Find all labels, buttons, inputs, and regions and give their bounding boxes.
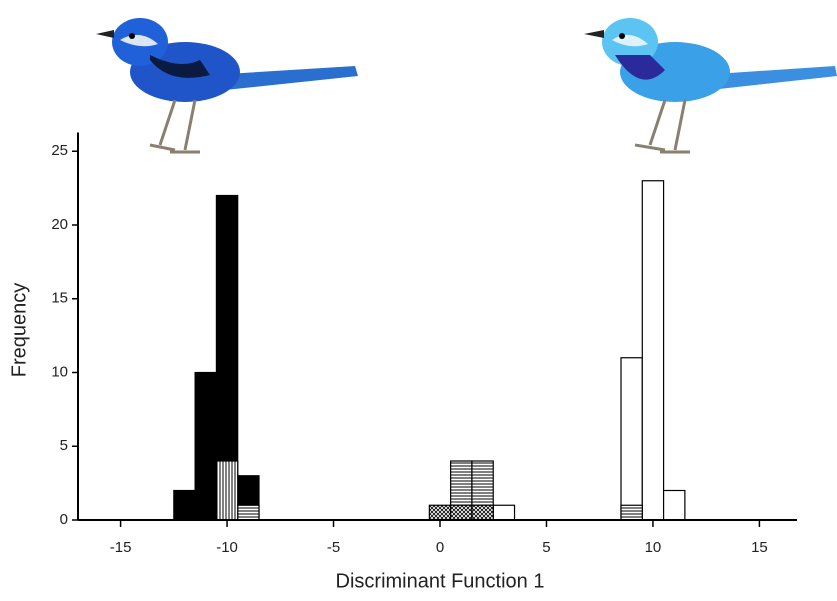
x-axis-title: Discriminant Function 1 xyxy=(336,570,545,592)
bar xyxy=(174,491,195,521)
y-axis-title: Frequency xyxy=(8,283,30,378)
bar xyxy=(642,181,663,520)
bar xyxy=(664,491,685,521)
x-tick-label: -15 xyxy=(110,539,132,556)
bar xyxy=(621,505,642,520)
bar xyxy=(451,505,472,520)
bird-right xyxy=(584,18,837,152)
x-tick-label: -5 xyxy=(327,539,340,556)
x-tick-label: 15 xyxy=(751,539,768,556)
bar xyxy=(429,505,450,520)
x-tick-label: 5 xyxy=(542,539,550,556)
bar xyxy=(195,373,216,521)
chart: Frequency Discriminant Function 1 0 5 10 15… xyxy=(0,0,837,601)
bar xyxy=(238,505,259,520)
x-tick-label: 0 xyxy=(436,539,444,556)
y-tick-label: 25 xyxy=(51,142,68,159)
y-tick-label: 5 xyxy=(60,437,68,454)
y-tick-label: 10 xyxy=(51,363,68,380)
y-tick-label: 15 xyxy=(51,290,68,307)
bar xyxy=(621,358,642,520)
bar xyxy=(216,461,237,520)
bar xyxy=(493,505,514,520)
y-tick-label: 0 xyxy=(60,511,68,528)
y-tick-label: 20 xyxy=(51,216,68,233)
bar xyxy=(472,505,493,520)
x-tick-label: -10 xyxy=(216,539,238,556)
x-tick-label: 10 xyxy=(645,539,662,556)
bird-left xyxy=(96,18,358,152)
